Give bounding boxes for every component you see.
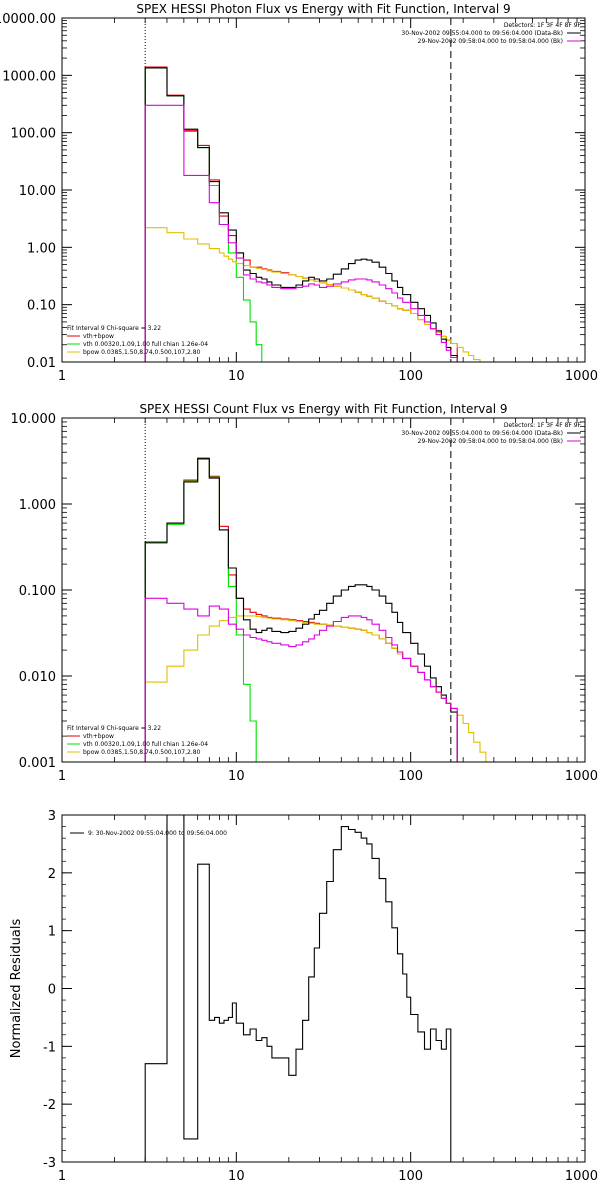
y-tick-label: 100.00 [11,127,57,142]
y-tick-label: -2 [43,1098,56,1113]
legend-entry: 30-Nov-2002 09:55:04.000 to 09:56:04.000… [401,30,563,37]
y-tick-label: -3 [43,1156,56,1171]
y-tick-label: 0.10 [27,299,56,314]
plot-frame [61,814,586,1163]
series-residuals-line [144,815,452,1162]
y-axis-label: Normalized Residuals [9,919,24,1059]
y-tick-label: 0 [48,983,56,998]
plot-frame [61,417,586,763]
y-tick-label: 1 [48,925,56,940]
fit-legend-entry: bpow 0.0385,1.50,8.74,0.500,107,2.80 [83,749,201,756]
legend-entry: 29-Nov-2002 09:58:04.000 to 09:58:04.000… [418,38,563,45]
y-tick-label: 1.00 [27,241,56,256]
y-tick-label: 0.010 [19,670,56,685]
series-background-line [144,104,458,362]
x-tick-label: 1 [58,1169,66,1184]
series-vth-line [144,67,263,362]
series-data-line [144,457,458,762]
y-tick-label: 2 [48,867,56,882]
y-tick-label: 10.000 [11,412,57,427]
chart-title: SPEX HESSI Photon Flux vs Energy with Fi… [136,2,510,16]
series-vth-bpow-line [144,457,458,762]
x-tick-label: 100 [398,369,423,384]
fit-legend-entry: vth+bpow [83,733,114,740]
x-tick-label: 1 [58,769,66,784]
fit-legend-entry: vth 0.00320,1.09,1.00 full chian 1.26e-0… [83,341,208,348]
x-tick-label: 100 [398,1169,423,1184]
y-tick-label: 0.001 [19,756,56,771]
y-tick-label: 1.000 [19,498,56,513]
legend-entry: 29-Nov-2002 09:58:04.000 to 09:58:04.000… [418,438,563,445]
series-background-line [144,597,458,762]
x-tick-label: 10 [228,1169,245,1184]
fit-legend-entry: vth+bpow [83,333,114,340]
legend-entry: 30-Nov-2002 09:55:04.000 to 09:56:04.000… [401,430,563,437]
y-tick-label: 3 [48,809,56,824]
plot-frame [61,17,586,363]
y-tick-label: 10.00 [19,184,56,199]
chart-panel-1: SPEX HESSI Photon Flux vs Energy with Fi… [0,2,598,384]
fit-legend-entry: vth 0.00320,1.09,1.00 full chian 1.26e-0… [83,741,208,748]
y-tick-label: 0.01 [27,356,56,371]
y-tick-label: -1 [43,1040,56,1055]
fit-legend-header: Fit Interval 9 Chi-square = 3.22 [67,725,161,732]
legend-header: Detectors: 1F 3F 4F 8F 9F [504,422,582,429]
fit-legend-header: Fit Interval 9 Chi-square = 3.22 [67,325,161,332]
series-data-line [144,67,458,362]
x-tick-label: 100 [398,769,423,784]
legend-header: Detectors: 1F 3F 4F 8F 9F [504,22,582,29]
chart-panel-2: SPEX HESSI Count Flux vs Energy with Fit… [11,402,599,784]
x-tick-label: 10 [228,769,245,784]
y-tick-label: 0.100 [19,584,56,599]
y-tick-label: 10000.00 [0,12,56,27]
y-tick-label: 1000.00 [2,69,56,84]
series-vth-line [144,458,263,762]
legend-entry: 9: 30-Nov-2002 09:55:04.000 to 09:56:04.… [88,830,227,837]
fit-legend-entry: bpow 0.0385,1.50,8.74,0.500,107,2.80 [83,349,201,356]
x-tick-label: 1000 [565,1169,598,1184]
x-tick-label: 10 [228,369,245,384]
x-tick-label: 1 [58,369,66,384]
chart-title: SPEX HESSI Count Flux vs Energy with Fit… [139,402,507,416]
x-tick-label: 1000 [565,769,598,784]
x-tick-label: 1000 [565,369,598,384]
chart-panel-3: Normalized Residuals 1 10 100 1000 -3 -2 -1 0 1 2 3… [9,809,598,1184]
series-vth-bpow-line [144,66,458,362]
